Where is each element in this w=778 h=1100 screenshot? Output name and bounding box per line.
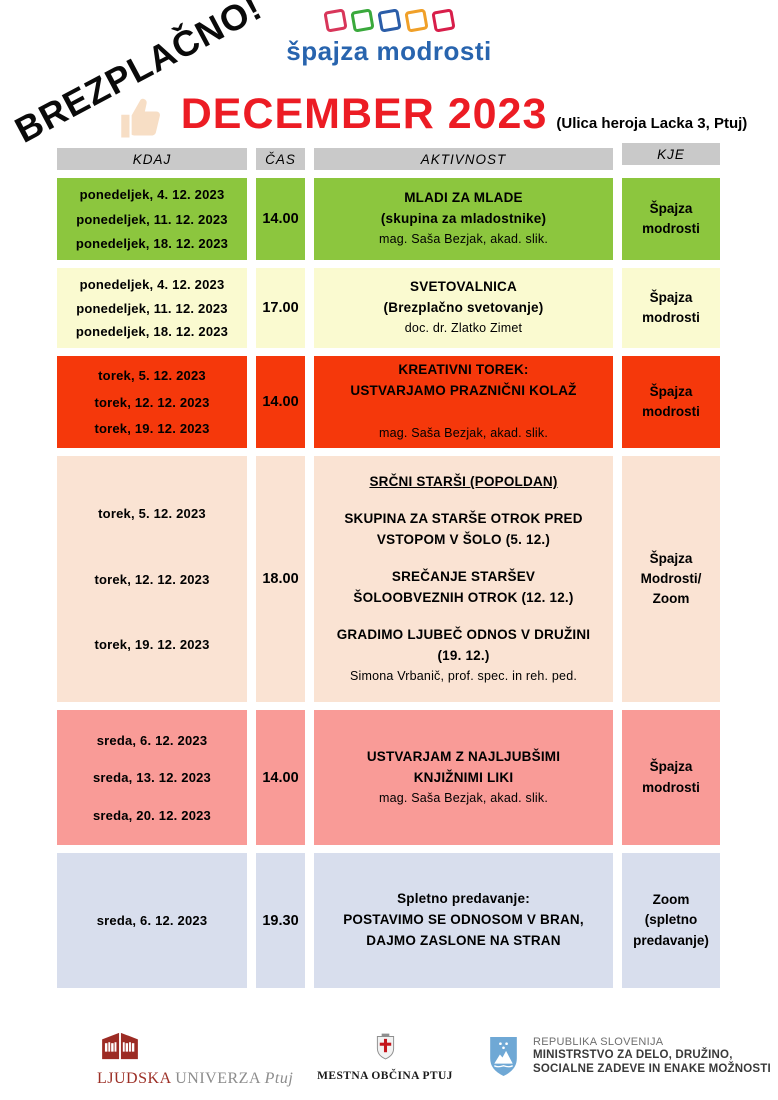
activity-line: DAJMO ZASLONE NA STRAN — [366, 932, 561, 948]
table-row-activity: Spletno predavanje: POSTAVIMO SE ODNOSOM… — [314, 853, 613, 988]
logo-square-icon — [322, 7, 348, 33]
table-row-time: 19.30 — [256, 853, 305, 988]
logo-wordmark: špajza modrosti — [286, 36, 492, 66]
activity-item: SKUPINA ZA STARŠE OTROK PRED VSTOPOM V Š… — [344, 511, 583, 547]
table-row-where: Špajza modrosti — [622, 178, 720, 260]
book-house-icon — [102, 1032, 138, 1060]
spajza-logo: špajza modrosti — [0, 7, 778, 67]
logo-squares-icon — [0, 7, 778, 33]
footer-logos: LJUDSKA UNIVERZA Ptuj MESTNA OBČINA PTUJ… — [0, 1028, 778, 1098]
date-line: torek, 5. 12. 2023 — [98, 367, 206, 383]
date-line: ponedeljek, 18. 12. 2023 — [75, 324, 229, 340]
logo-square-icon — [376, 7, 402, 33]
activity-subtitle: (skupina za mladostnike) — [380, 211, 547, 227]
page-title: DECEMBER 2023 — [180, 90, 548, 138]
activity-title: MLADI ZA MLADE — [404, 190, 523, 206]
date-line: ponedeljek, 4. 12. 2023 — [79, 187, 225, 203]
where-label: Špajza modrosti — [642, 759, 700, 795]
date-line: torek, 5. 12. 2023 — [98, 506, 206, 522]
logo-square-icon — [403, 7, 429, 33]
date-line: sreda, 13. 12. 2023 — [92, 770, 211, 785]
where-label: Špajza Modrosti/ Zoom — [640, 550, 702, 607]
column-header-kdaj: KDAJ — [57, 148, 247, 170]
shield-red-cross-icon — [376, 1033, 394, 1060]
table-row-where: Špajza modrosti — [622, 356, 720, 448]
table-row-dates: torek, 5. 12. 2023 torek, 12. 12. 2023 t… — [57, 356, 247, 448]
table-row-where: Špajza Modrosti/ Zoom — [622, 456, 720, 702]
date-line: torek, 19. 12. 2023 — [94, 421, 210, 437]
table-row-activity: MLADI ZA MLADE (skupina za mladostnike) … — [314, 178, 613, 260]
table-row-time: 17.00 — [256, 268, 305, 348]
activity-title: KREATIVNI TOREK: — [398, 362, 529, 378]
activity-title: USTVARJAM Z NAJLJUBŠIMI KNJIŽNIMI LIKI — [366, 748, 561, 785]
activity-item: GRADIMO LJUBEČ ODNOS V DRUŽINI (19. 12.) — [336, 626, 591, 663]
date-line: ponedeljek, 11. 12. 2023 — [76, 300, 228, 316]
date-line: torek, 19. 12. 2023 — [94, 636, 210, 652]
activity-title: Spletno predavanje: — [397, 891, 530, 907]
activity-title: SVETOVALNICA — [410, 279, 517, 295]
table-row-dates: torek, 5. 12. 2023 torek, 12. 12. 2023 t… — [57, 456, 247, 702]
table-row-activity: SRČNI STARŠI (POPOLDAN) SKUPINA ZA STARŠ… — [314, 456, 613, 702]
ministry-label: REPUBLIKA SLOVENIJA MINISTRSTVO ZA DELO,… — [533, 1036, 771, 1075]
municipality-label: MESTNA OBČINA PTUJ — [317, 1070, 453, 1082]
table-row-where: Špajza modrosti — [622, 268, 720, 348]
thumbs-up-icon — [121, 98, 160, 138]
municipality-logo: MESTNA OBČINA PTUJ — [310, 1033, 460, 1082]
date-line: ponedeljek, 18. 12. 2023 — [75, 235, 229, 251]
activity-lecturer: Simona Vrbanič, prof. spec. in reh. ped. — [349, 668, 578, 683]
column-header-cas: ČAS — [256, 148, 305, 170]
table-row-dates: sreda, 6. 12. 2023 — [57, 853, 247, 988]
date-line: torek, 12. 12. 2023 — [94, 571, 210, 587]
column-header-aktivnost: AKTIVNOST — [314, 148, 613, 170]
date-line: ponedeljek, 11. 12. 2023 — [76, 211, 228, 227]
activity-lecturer: doc. dr. Zlatko Zimet — [404, 321, 523, 336]
activity-heading: SRČNI STARŠI (POPOLDAN) — [369, 474, 558, 490]
column-header-kje: KJE — [622, 143, 720, 165]
university-label: LJUDSKA UNIVERZA Ptuj — [97, 1070, 294, 1087]
ministry-logo: REPUBLIKA SLOVENIJA MINISTRSTVO ZA DELO,… — [488, 1036, 771, 1077]
table-row-activity: USTVARJAM Z NAJLJUBŠIMI KNJIŽNIMI LIKI m… — [314, 710, 613, 845]
where-label: Zoom (spletno predavanje) — [633, 892, 709, 948]
where-label: Špajza modrosti — [642, 289, 700, 325]
table-row-time: 14.00 — [256, 356, 305, 448]
activity-lecturer: mag. Saša Bezjak, akad. slik. — [378, 232, 549, 247]
activity-line: POSTAVIMO SE ODNOSOM V BRAN, — [343, 912, 584, 928]
table-row-dates: sreda, 6. 12. 2023 sreda, 13. 12. 2023 s… — [57, 710, 247, 845]
activity-lecturer: mag. Saša Bezjak, akad. slik. — [378, 790, 549, 805]
activity-subtitle: (Brezplačno svetovanje) — [383, 300, 544, 316]
date-line: ponedeljek, 4. 12. 2023 — [79, 276, 225, 292]
schedule-table: KDAJ ČAS AKTIVNOST KJE ponedeljek, 4. 12… — [57, 143, 720, 988]
date-line: torek, 12. 12. 2023 — [94, 394, 210, 410]
table-row-where: Zoom (spletno predavanje) — [622, 853, 720, 988]
table-row-time: 14.00 — [256, 710, 305, 845]
table-row-time: 18.00 — [256, 456, 305, 702]
where-label: Špajza modrosti — [642, 200, 700, 236]
activity-item: SREČANJE STARŠEV ŠOLOOBVEZNIH OTROK (12.… — [353, 568, 574, 605]
where-label: Špajza modrosti — [642, 383, 700, 419]
logo-square-icon — [430, 7, 456, 33]
university-logo: LJUDSKA UNIVERZA Ptuj — [97, 1030, 293, 1088]
table-row-dates: ponedeljek, 4. 12. 2023 ponedeljek, 11. … — [57, 268, 247, 348]
activity-title: USTVARJAMO PRAZNIČNI KOLAŽ — [350, 383, 577, 399]
date-line: sreda, 20. 12. 2023 — [92, 807, 211, 823]
table-row-dates: ponedeljek, 4. 12. 2023 ponedeljek, 11. … — [57, 178, 247, 260]
date-line: sreda, 6. 12. 2023 — [96, 913, 208, 928]
table-row-activity: KREATIVNI TOREK: USTVARJAMO PRAZNIČNI KO… — [314, 356, 613, 448]
table-row-where: Špajza modrosti — [622, 710, 720, 845]
table-row-activity: SVETOVALNICA (Brezplačno svetovanje) doc… — [314, 268, 613, 348]
activity-lecturer: mag. Saša Bezjak, akad. slik. — [378, 426, 549, 441]
table-row-time: 14.00 — [256, 178, 305, 260]
page-subtitle-address: (Ulica heroja Lacka 3, Ptuj) — [556, 115, 748, 132]
page-title-row: DECEMBER 2023 (Ulica heroja Lacka 3, Ptu… — [0, 90, 778, 139]
slovenia-coat-of-arms-icon — [490, 1037, 517, 1076]
date-line: sreda, 6. 12. 2023 — [96, 732, 208, 748]
logo-square-icon — [349, 7, 375, 33]
